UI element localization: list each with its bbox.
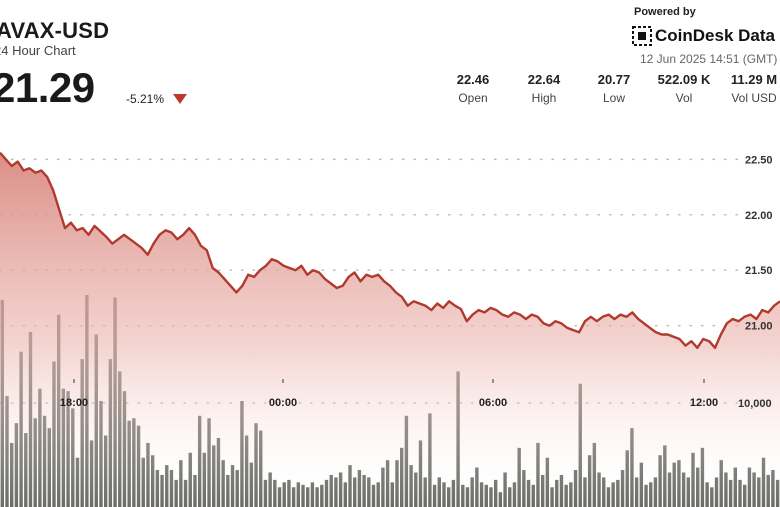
stat-value: 11.29 M (730, 72, 778, 87)
x-tick-label: 12:00 (690, 397, 718, 409)
price-area-fill (0, 152, 780, 507)
x-axis-labels: 18:00 00:00 06:00 12:00 (60, 379, 718, 409)
symbol-title: AVAX-USD (0, 18, 110, 43)
stat-vol-usd: 11.29 M Vol USD (718, 72, 780, 105)
brand-logo[interactable]: CoinDesk Data (632, 26, 775, 46)
stat-label: Vol (675, 91, 693, 105)
y-tick-label: 22.50 (745, 154, 773, 166)
stat-label: Vol USD (731, 91, 777, 105)
stat-low: 20.77 Low (578, 72, 650, 105)
price-area (0, 151, 780, 507)
x-tick-label: 06:00 (479, 397, 507, 409)
brand-name: CoinDesk Data (655, 26, 775, 45)
y-axis-labels: 22.50 22.00 21.50 21.00 10,000 (738, 154, 773, 410)
x-tick-label: 00:00 (269, 397, 297, 409)
y-tick-label: 21.50 (745, 265, 773, 277)
powered-by-label: Powered by (634, 6, 696, 18)
chart-subtitle: 24 Hour Chart (0, 43, 76, 58)
stat-label: Open (458, 91, 488, 105)
stat-value: 22.46 (456, 72, 490, 87)
stat-high: 22.64 High (508, 72, 580, 105)
stat-value: 22.64 (527, 72, 561, 87)
stat-open: 22.46 Open (437, 72, 509, 105)
volume-tick-label: 10,000 (738, 398, 772, 410)
stat-vol: 522.09 K Vol (648, 72, 720, 105)
x-tick-label: 18:00 (60, 397, 88, 409)
stat-value: 20.77 (597, 72, 631, 87)
stat-label: Low (602, 91, 625, 105)
y-tick-label: 21.00 (745, 321, 773, 333)
price-change: -5.21% (126, 92, 165, 106)
stat-value: 522.09 K (657, 72, 711, 87)
price-line (0, 151, 780, 349)
coindesk-logo-icon (632, 26, 652, 46)
current-price: 21.29 (0, 64, 95, 111)
down-arrow-icon (173, 94, 187, 104)
y-tick-label: 22.00 (745, 210, 773, 222)
stat-label: High (531, 91, 557, 105)
timestamp: 12 Jun 2025 14:51 (GMT) (640, 52, 778, 66)
